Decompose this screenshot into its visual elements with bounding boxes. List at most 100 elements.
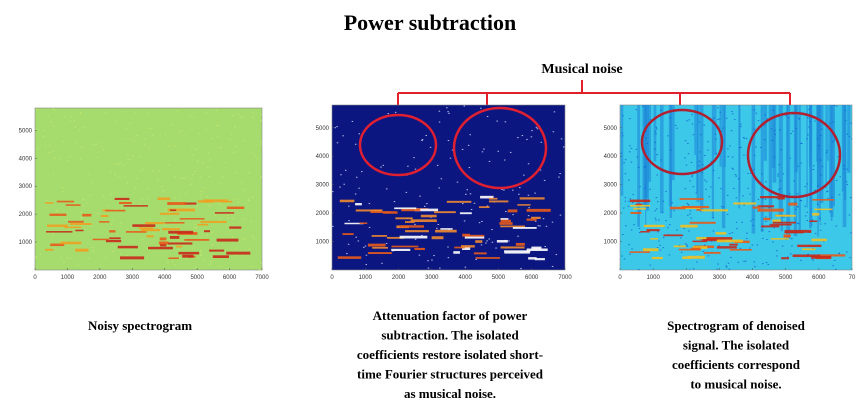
texture-speck [220, 183, 222, 185]
spectrogram-texture [620, 105, 852, 270]
texture-harmonic [167, 208, 196, 212]
texture-speck [659, 249, 662, 251]
texture-harmonic [46, 231, 73, 233]
texture-harmonic [203, 199, 228, 203]
x-tick-label: 6000 [223, 275, 237, 281]
texture-speck [740, 146, 742, 148]
texture-harmonic [461, 245, 475, 248]
texture-harmonic [367, 243, 386, 247]
texture-speck [54, 157, 56, 159]
texture-speck [530, 136, 533, 138]
texture-harmonic [159, 237, 167, 241]
texture-speck [819, 217, 821, 219]
texture-streak [637, 105, 641, 227]
texture-speck [344, 169, 347, 171]
texture-speck [731, 113, 734, 115]
texture-speck [252, 152, 254, 154]
texture-speck [814, 190, 816, 192]
texture-speck [768, 231, 771, 233]
texture-speck [696, 261, 698, 263]
texture-speck [793, 180, 795, 182]
texture-speck [688, 230, 690, 232]
texture-harmonic [75, 248, 89, 252]
texture-speck [172, 261, 174, 263]
texture-speck [676, 127, 678, 129]
texture-speck [62, 140, 65, 142]
texture-speck [520, 268, 522, 270]
texture-speck [478, 222, 481, 224]
texture-harmonic [729, 243, 738, 246]
texture-speck [42, 135, 45, 137]
texture-speck [817, 185, 819, 187]
texture-speck [503, 189, 505, 191]
y-tick-label: 2000 [316, 211, 330, 217]
texture-harmonic [706, 237, 733, 240]
texture-speck [639, 186, 641, 188]
texture-speck [195, 227, 198, 229]
texture-harmonic [689, 221, 716, 224]
texture-speck [39, 253, 42, 255]
texture-harmonic [812, 212, 820, 216]
texture-speck [463, 220, 466, 222]
texture-speck [436, 164, 439, 166]
texture-speck [461, 148, 464, 150]
texture-speck [226, 214, 229, 216]
texture-speck [92, 250, 94, 252]
texture-speck [629, 151, 631, 153]
texture-speck [849, 197, 852, 199]
texture-speck [680, 237, 682, 239]
texture-speck [796, 222, 799, 224]
texture-harmonic [781, 257, 790, 260]
texture-speck [178, 249, 181, 251]
texture-speck [209, 263, 212, 265]
texture-speck [198, 133, 200, 135]
texture-speck [797, 117, 800, 119]
texture-speck [505, 211, 507, 213]
texture-speck [244, 238, 246, 240]
texture-harmonic [109, 230, 116, 233]
texture-speck [347, 243, 350, 245]
texture-harmonic [47, 224, 68, 227]
texture-harmonic [646, 229, 660, 232]
texture-speck [237, 114, 240, 116]
texture-speck [621, 255, 623, 257]
texture-speck [684, 140, 687, 142]
texture-speck [220, 147, 222, 149]
x-tick-label: 1000 [61, 275, 75, 281]
texture-speck [250, 221, 252, 223]
texture-speck [496, 120, 498, 122]
texture-speck [778, 164, 780, 166]
texture-speck [832, 121, 834, 123]
texture-speck [88, 257, 90, 259]
texture-harmonic [701, 209, 729, 212]
texture-speck [252, 265, 254, 267]
texture-harmonic [512, 227, 537, 229]
texture-speck [215, 109, 218, 111]
texture-speck [336, 126, 338, 128]
texture-speck [817, 204, 819, 206]
texture-speck [185, 200, 187, 202]
texture-speck [235, 255, 238, 257]
texture-speck [718, 177, 720, 179]
texture-speck [559, 173, 561, 175]
texture-speck [539, 225, 541, 227]
texture-speck [662, 200, 665, 202]
texture-speck [744, 260, 747, 262]
texture-harmonic [145, 221, 165, 225]
texture-speck [778, 189, 780, 191]
texture-speck [534, 220, 537, 222]
texture-speck [147, 127, 149, 129]
texture-harmonic [399, 235, 428, 239]
texture-speck [560, 138, 563, 140]
texture-streak [660, 105, 664, 214]
texture-harmonic [464, 236, 485, 239]
texture-speck [203, 260, 206, 262]
texture-speck [146, 248, 149, 250]
texture-speck [201, 162, 204, 164]
texture-speck [86, 202, 88, 204]
texture-streak [739, 105, 741, 194]
texture-speck [104, 257, 107, 259]
texture-speck [800, 143, 802, 145]
texture-speck [799, 200, 802, 202]
texture-streak [671, 105, 675, 181]
